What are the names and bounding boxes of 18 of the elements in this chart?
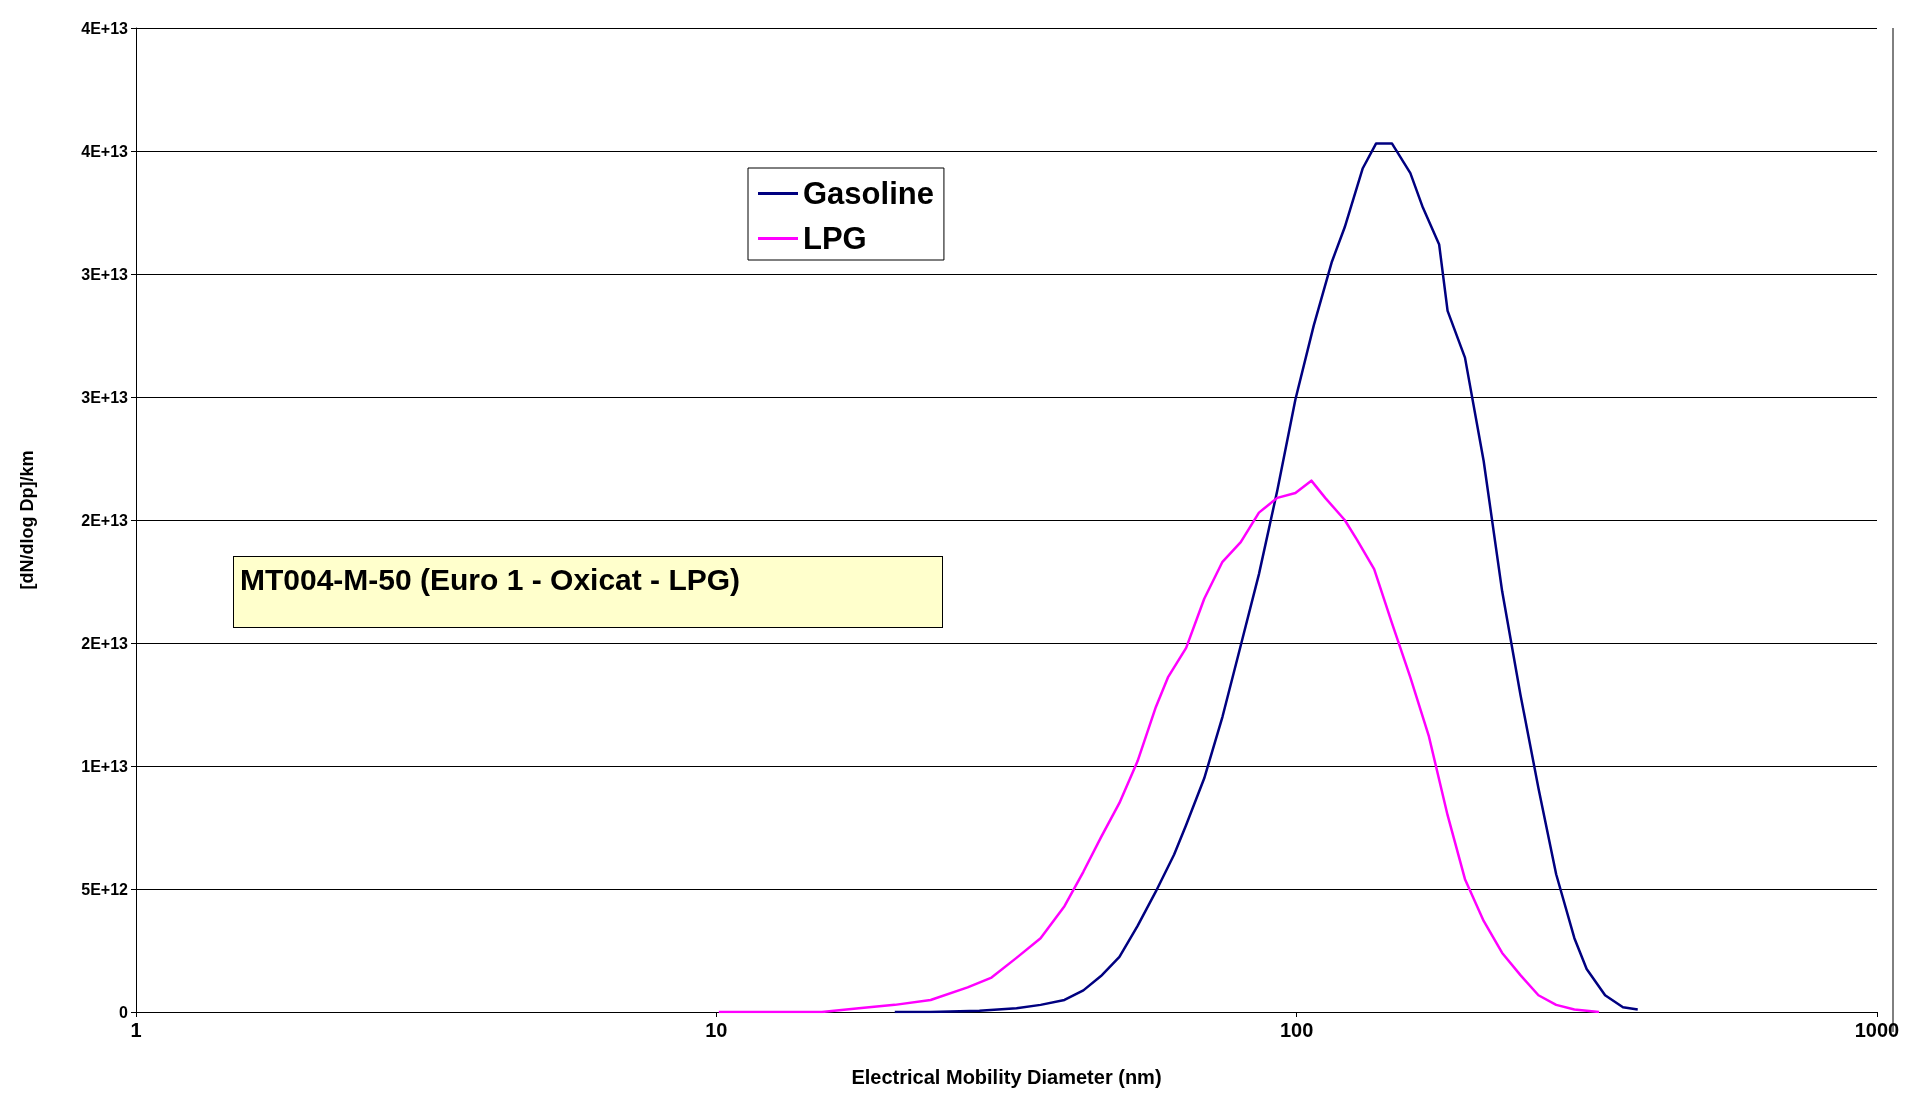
y-tick-label: 3E+13 <box>81 265 129 283</box>
note-box: MT004-M-50 (Euro 1 - Oxicat - LPG) <box>233 556 943 628</box>
y-tick-label: 4E+13 <box>81 19 129 37</box>
legend-label: Gasoline <box>803 176 934 211</box>
x-tick-label: 10 <box>705 1019 728 1041</box>
x-tick-label: 1 <box>130 1019 142 1041</box>
x-axis-title: Electrical Mobility Diameter (nm) <box>851 1066 1162 1088</box>
x-tick-label: 100 <box>1279 1019 1314 1041</box>
y-tick-label: 3E+13 <box>81 388 129 406</box>
y-tick-label: 0 <box>119 1003 129 1021</box>
y-axis-title: [dN/dlog Dp]/km <box>17 450 37 590</box>
x-tick-label: 1000 <box>1854 1019 1900 1041</box>
legend-label: LPG <box>803 221 867 256</box>
y-tick-label: 2E+13 <box>81 634 129 652</box>
y-tick-label: 1E+13 <box>81 757 129 775</box>
y-tick-label: 2E+13 <box>81 511 129 529</box>
y-tick-label: 5E+12 <box>81 880 129 898</box>
y-tick-label: 4E+13 <box>81 142 129 160</box>
